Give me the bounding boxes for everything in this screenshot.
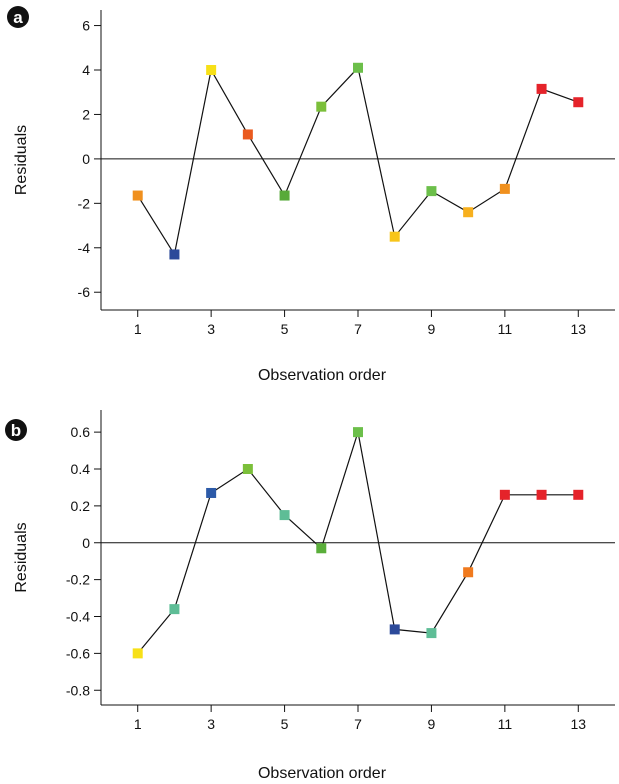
x-tick-label: 7 <box>354 321 362 337</box>
data-point <box>463 567 474 578</box>
panel-b-badge <box>5 419 27 441</box>
y-tick-label: -0.6 <box>66 645 90 661</box>
y-tick-label: -0.2 <box>66 572 90 588</box>
x-tick-label: 3 <box>207 716 215 732</box>
data-point <box>206 487 217 498</box>
data-point <box>316 543 327 554</box>
panel-a-letter: a <box>13 8 23 27</box>
data-point <box>426 628 437 639</box>
data-point <box>573 97 584 108</box>
data-point <box>389 231 400 242</box>
data-point <box>353 62 363 73</box>
y-tick-label: -2 <box>78 195 91 211</box>
x-tick-label: 5 <box>281 716 289 732</box>
y-tick-label: 2 <box>82 106 90 122</box>
data-point <box>279 510 290 521</box>
data-point <box>206 65 217 75</box>
data-point <box>279 190 290 201</box>
data-point <box>426 186 437 197</box>
data-point <box>316 101 327 112</box>
data-point <box>536 83 547 94</box>
data-point <box>536 489 547 500</box>
x-tick-label: 13 <box>570 321 586 337</box>
data-point <box>242 129 253 140</box>
y-tick-label: 0 <box>82 151 90 167</box>
x-tick-label: 5 <box>281 321 289 337</box>
data-point <box>242 464 253 474</box>
data-point <box>463 207 474 218</box>
x-tick-label: 1 <box>134 321 142 337</box>
y-tick-label: -0.4 <box>66 609 90 625</box>
data-point <box>499 183 510 194</box>
x-tick-label: 1 <box>134 716 142 732</box>
data-point <box>169 249 180 260</box>
x-axis-title: Observation order <box>258 367 387 384</box>
data-point <box>389 624 400 635</box>
y-tick-label: -6 <box>78 284 91 300</box>
y-tick-label: -0.8 <box>66 682 90 698</box>
y-tick-label: 0.4 <box>71 461 91 477</box>
panel-b-letter: b <box>11 421 21 440</box>
y-tick-label: 0.2 <box>71 498 91 514</box>
x-tick-label: 7 <box>354 716 362 732</box>
data-point <box>132 648 143 659</box>
y-tick-label: 4 <box>82 62 90 78</box>
x-tick-label: 13 <box>570 716 586 732</box>
panel-a-badge <box>7 6 29 28</box>
y-axis-title: Residuals <box>13 125 30 195</box>
x-tick-label: 11 <box>498 321 513 337</box>
x-tick-label: 9 <box>428 716 436 732</box>
y-tick-label: 0 <box>82 535 90 551</box>
x-tick-label: 3 <box>207 321 215 337</box>
data-point <box>499 489 510 500</box>
data-point <box>353 427 363 438</box>
data-point <box>573 489 584 500</box>
series-line <box>137 66 579 257</box>
y-tick-label: 0.6 <box>71 424 91 440</box>
x-tick-label: 9 <box>428 321 436 337</box>
y-axis-title: Residuals <box>13 522 30 592</box>
x-axis-title: Observation order <box>258 765 387 782</box>
data-point <box>169 604 180 615</box>
y-tick-label: -4 <box>78 240 91 256</box>
x-tick-label: 11 <box>498 716 513 732</box>
panel-b: b 0.60.40.20-0.2-0.4-0.6-0.81 3 5 7 9 11 13Res… <box>5 410 615 782</box>
y-tick-label: 6 <box>82 18 90 34</box>
data-point <box>132 190 143 201</box>
